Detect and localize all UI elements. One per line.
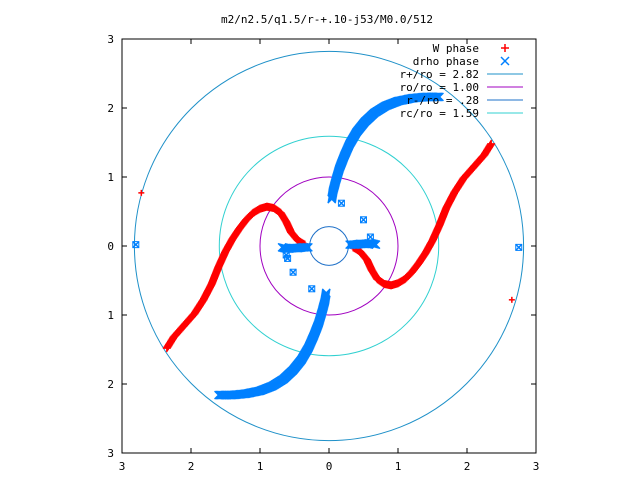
cross-b [132, 241, 140, 249]
legend-label: r+/ro = 2.82 [400, 68, 479, 81]
legend-label: rc/ro = 1.59 [400, 107, 479, 120]
legend-label: drho phase [413, 55, 479, 68]
cross-b [515, 243, 523, 251]
cross-b [359, 216, 368, 224]
data-point [431, 92, 441, 102]
data-point [214, 390, 224, 400]
cross-b [216, 390, 226, 400]
series-arm [345, 238, 381, 250]
isolated-box [515, 243, 523, 251]
x-tick-label: 1 [257, 460, 264, 473]
chart-title: m2/n2.5/q1.5/r-+.10-j53/M0.0/512 [221, 13, 433, 26]
circle-rcro [218, 135, 440, 357]
isolated-box [366, 233, 374, 241]
cross-b [215, 390, 225, 400]
cross-b [366, 233, 374, 241]
isolated-point [138, 189, 145, 196]
isolated-point [359, 216, 368, 224]
cross-b [500, 56, 510, 66]
data-point [487, 139, 496, 148]
isolated-point [308, 285, 316, 293]
legend-marker [500, 56, 510, 66]
reference-circles [133, 50, 525, 442]
isolated-box [289, 268, 297, 276]
isolated-point [289, 268, 297, 276]
x-tick-label: 2 [464, 460, 471, 473]
x-tick-label: 3 [533, 460, 540, 473]
isolated-point [132, 241, 140, 249]
x-tick-label: 1 [395, 460, 402, 473]
series-arm [214, 288, 331, 400]
y-tick-label: 3 [107, 447, 114, 460]
series-arm [349, 139, 496, 290]
isolated-point [337, 199, 345, 207]
legend-label: W phase [433, 42, 479, 55]
cross-b [214, 390, 224, 400]
y-tick-label: 3 [107, 33, 114, 46]
data-point [434, 92, 444, 102]
y-tick-label: 2 [107, 102, 114, 115]
cross-b [434, 92, 444, 102]
cross-b [432, 92, 442, 102]
x-tick-label: 0 [326, 460, 333, 473]
series-arm [277, 242, 313, 254]
series-arm [327, 92, 444, 204]
cross-b [289, 268, 297, 276]
circle-r-ro [309, 226, 349, 266]
legend-label: r-/ro = .28 [406, 94, 479, 107]
x-tick-label: 3 [119, 460, 126, 473]
y-tick-label: 2 [107, 378, 114, 391]
cross-b [337, 199, 345, 207]
isolated-box [284, 254, 292, 262]
data-point [215, 390, 225, 400]
y-tick-label: 1 [107, 171, 114, 184]
cross-b [371, 240, 381, 250]
data-point [162, 344, 171, 353]
isolated-box [337, 199, 345, 207]
isolated-point [366, 233, 374, 241]
circle-roro [259, 176, 399, 316]
cross-b [431, 92, 441, 102]
y-tick-label: 1 [107, 309, 114, 322]
data-point [217, 390, 227, 400]
data-point [432, 92, 442, 102]
data-point [433, 92, 443, 102]
cross-b [277, 242, 287, 252]
isolated-box [132, 241, 140, 249]
series-drho-phase [132, 92, 523, 400]
isolated-point [508, 296, 515, 303]
isolated-box [360, 216, 367, 224]
series-arm [162, 202, 309, 353]
cross-b [284, 254, 292, 262]
legend-label: ro/ro = 1.00 [400, 81, 479, 94]
data-point [371, 240, 381, 250]
legend-marker [501, 44, 509, 52]
data-point [216, 390, 226, 400]
cross-b [308, 285, 316, 293]
isolated-box [308, 285, 316, 293]
cross-b [433, 92, 443, 102]
y-tick-label: 0 [107, 240, 114, 253]
data-series [132, 92, 523, 400]
isolated-point [515, 243, 523, 251]
data-point [277, 242, 287, 252]
series-w-phase [138, 139, 515, 353]
isolated-point [284, 254, 292, 262]
cross-b [217, 390, 227, 400]
x-tick-label: 2 [188, 460, 195, 473]
